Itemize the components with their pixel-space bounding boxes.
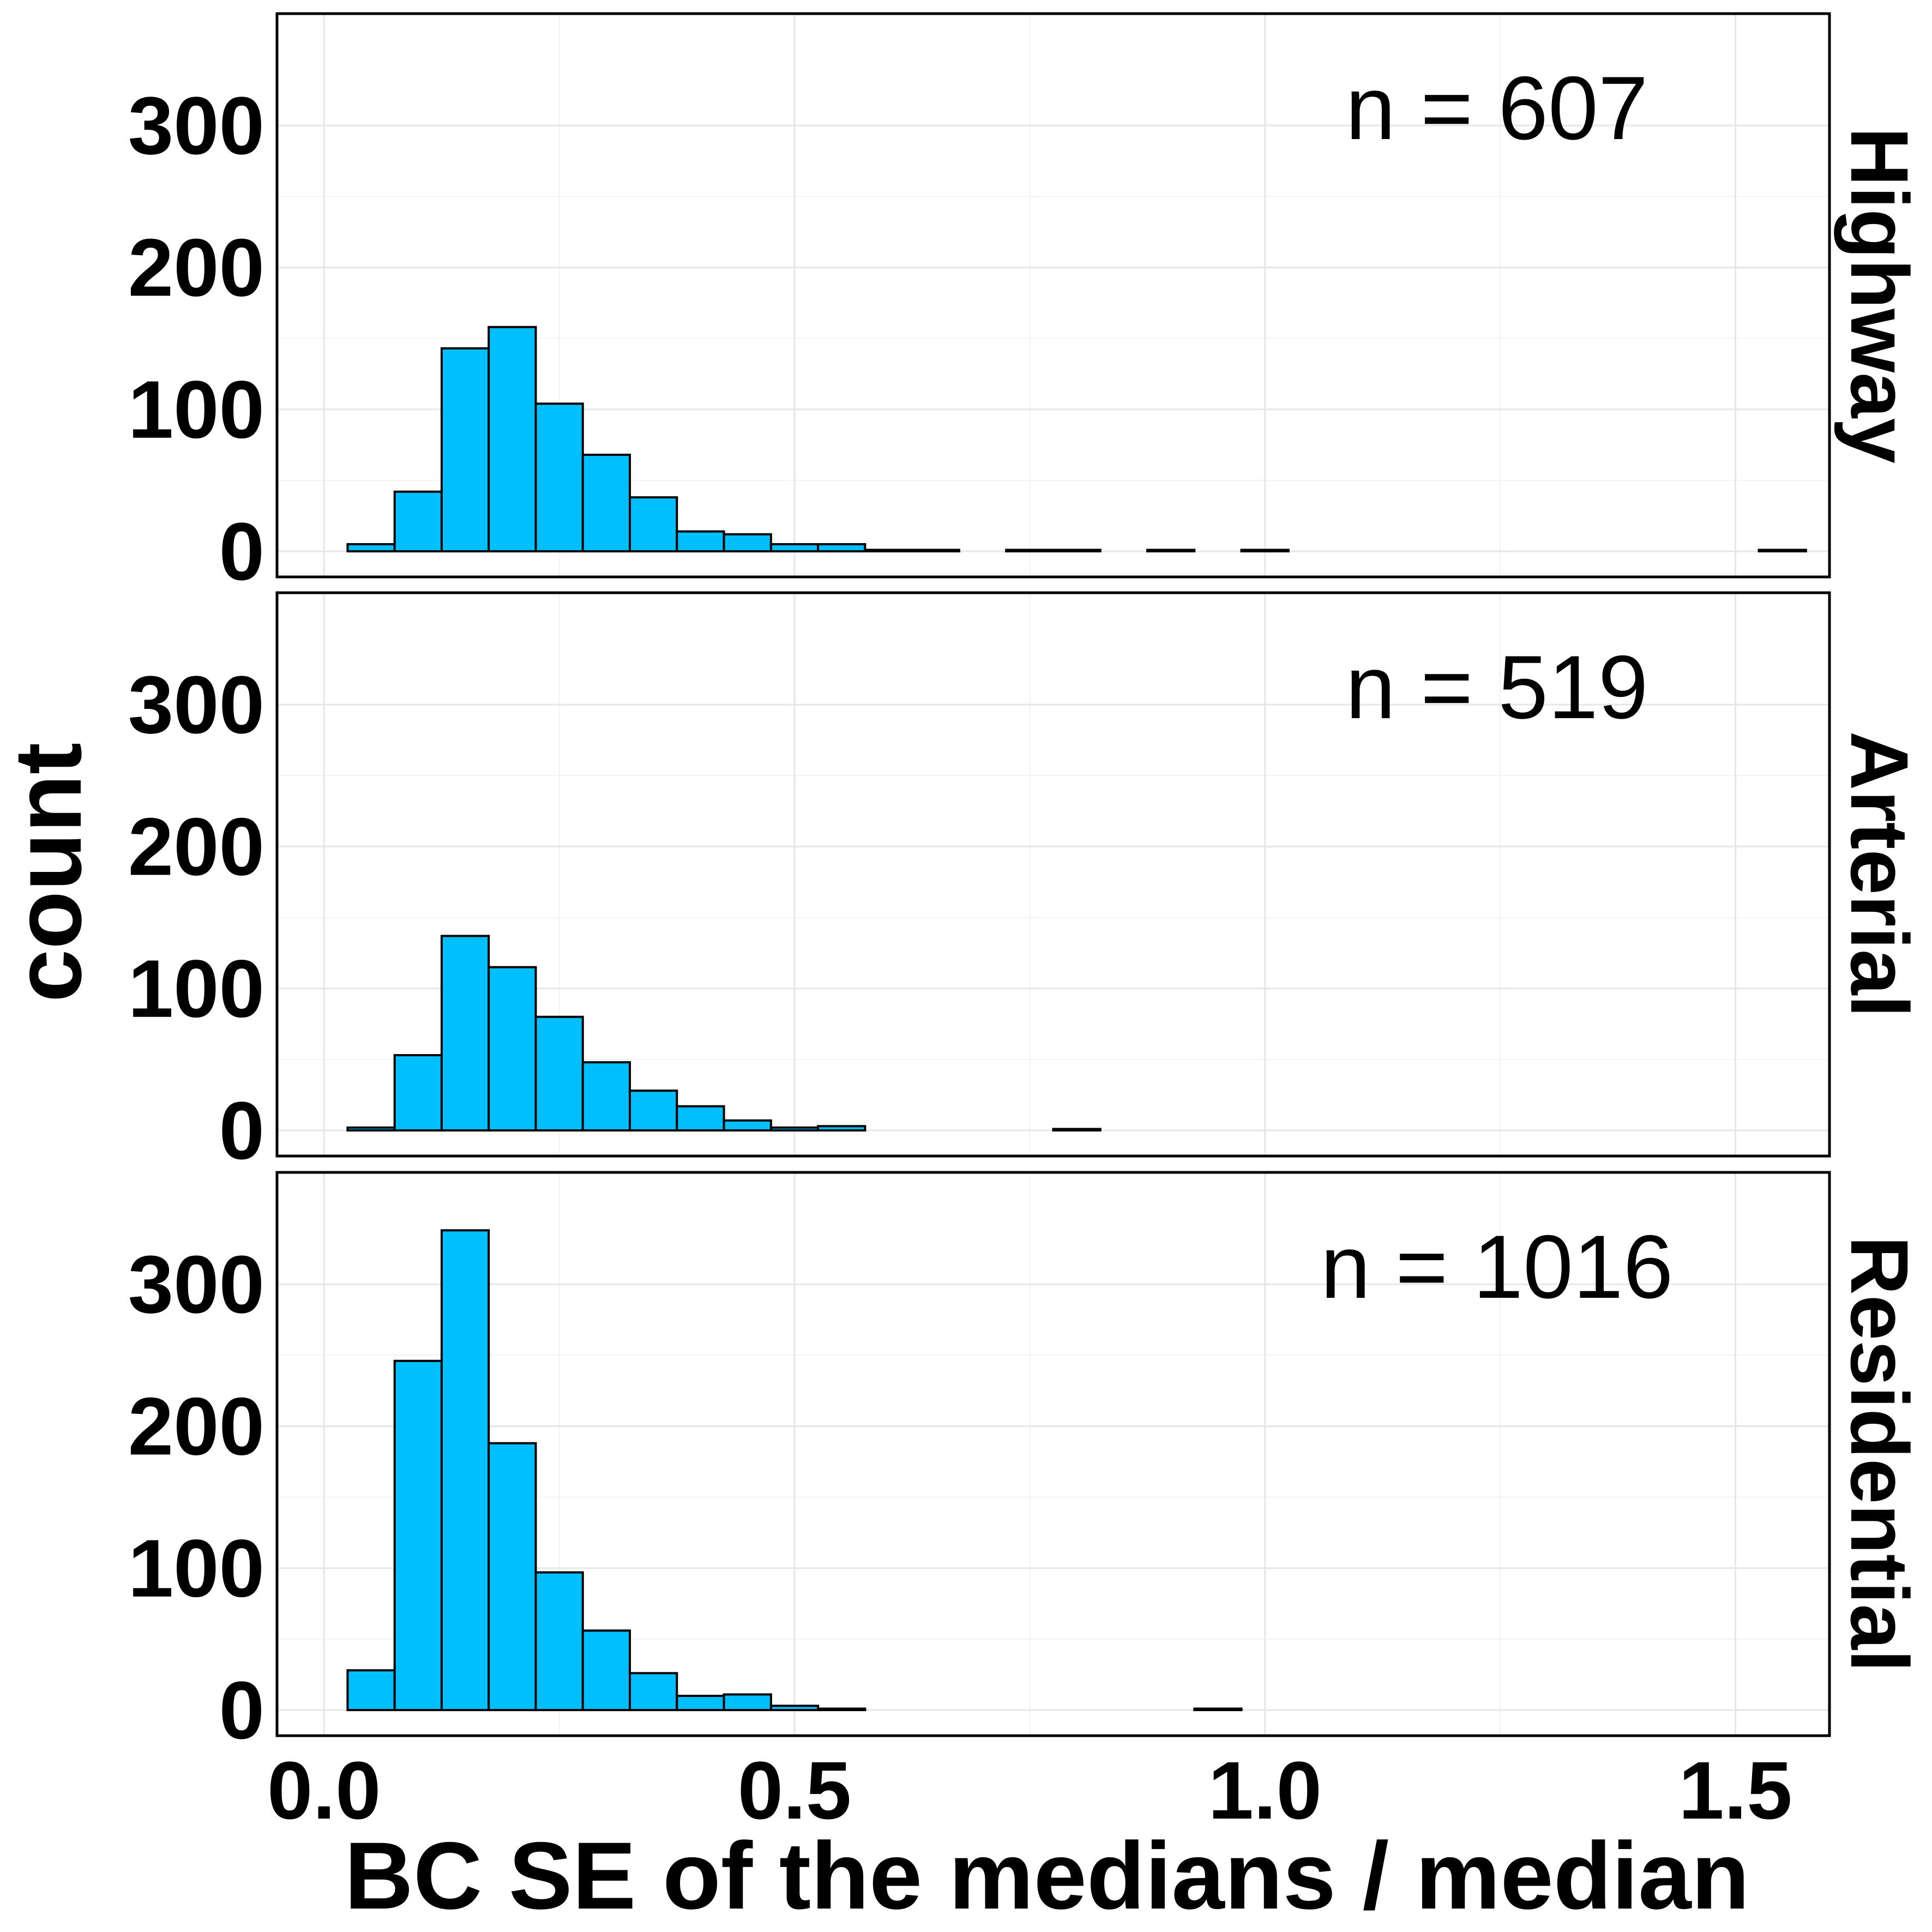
panel-border (275, 1171, 1831, 1737)
histogram-bar (723, 1119, 772, 1132)
histogram-bar (581, 1629, 631, 1711)
histogram-bar (1052, 549, 1102, 553)
histogram-bar (1052, 1128, 1102, 1132)
histogram-bar (676, 1694, 725, 1712)
histogram-bar (1193, 1707, 1243, 1712)
histogram-bar (487, 1442, 537, 1711)
y-tick-label: 0 (219, 1085, 264, 1176)
panel-arterial: 0 100 200 300 n = 519 Arterial (128, 591, 1925, 1176)
histogram-bar (534, 402, 584, 552)
histogram-bar (1005, 549, 1055, 553)
x-tick-label: 1.5 (1678, 1744, 1792, 1836)
histogram-bar (676, 530, 725, 552)
histogram-bar (534, 1571, 584, 1712)
x-tick-label: 1.0 (1208, 1744, 1322, 1836)
histogram-bar (1240, 549, 1290, 553)
histogram-bar (817, 543, 866, 553)
histogram-bar (676, 1105, 725, 1132)
histogram-bar (487, 326, 537, 553)
x-tick-label: 0.0 (267, 1744, 381, 1836)
sample-size-annotation: n = 607 (1345, 58, 1648, 158)
histogram-bar (769, 1126, 820, 1131)
histogram-bar (581, 454, 631, 553)
y-tick-label: 200 (128, 1380, 264, 1472)
y-tick-label: 100 (128, 1522, 264, 1614)
histogram-bar (817, 1707, 866, 1712)
histogram-bar (629, 496, 678, 552)
histogram-bar (393, 1359, 443, 1711)
histogram-bar (629, 1090, 678, 1131)
histogram-bar (393, 1054, 443, 1132)
y-axis-title: count (0, 743, 101, 1002)
panel-border (275, 591, 1831, 1158)
y-tick-label: 0 (219, 1664, 264, 1756)
histogram-bar (440, 1229, 490, 1712)
x-axis-title: BC SE of the medians / median (345, 1823, 1750, 1929)
y-tick-label: 300 (128, 80, 264, 171)
histogram-bar (1758, 549, 1807, 553)
histogram-bar (393, 490, 443, 552)
facet-strip-label: Arterial (1834, 731, 1925, 1018)
histogram-bar (534, 1015, 584, 1132)
x-axis: 0.0 0.5 1.0 1.5 (267, 1744, 1792, 1836)
histogram-bar (487, 966, 537, 1131)
panels-layer: 0 100 200 300 n = 607 Highway 0 100 200 300 n = 51… (128, 12, 1925, 1756)
histogram-bar (440, 347, 490, 552)
histogram-bar (346, 1126, 396, 1131)
y-tick-label: 300 (128, 1238, 264, 1330)
y-tick-label: 100 (128, 943, 264, 1034)
panel-highway: 0 100 200 300 n = 607 Highway (128, 12, 1925, 597)
panel-border (275, 12, 1831, 579)
facet-strip-label: Highway (1834, 127, 1925, 464)
histogram-bar (440, 935, 490, 1131)
x-tick-label: 0.5 (738, 1744, 852, 1836)
y-tick-label: 100 (128, 364, 264, 455)
y-tick-label: 200 (128, 221, 264, 313)
histogram-bar (581, 1061, 631, 1132)
histogram-bar (346, 543, 396, 553)
histogram-bar (723, 533, 772, 552)
histogram-bar (864, 549, 913, 553)
y-tick-label: 0 (219, 505, 264, 597)
y-tick-label: 300 (128, 659, 264, 750)
facet-strip-label: Residential (1834, 1236, 1925, 1672)
histogram-bar (1146, 549, 1196, 553)
histogram-bar (629, 1672, 678, 1711)
histogram-bar (769, 1705, 820, 1711)
histogram-bar (723, 1693, 772, 1712)
panel-residential: 0 100 200 300 n = 1016 Residential (128, 1171, 1925, 1756)
histogram-bar (911, 549, 960, 553)
sample-size-annotation: n = 1016 (1321, 1217, 1674, 1317)
histogram-bar (769, 543, 820, 553)
y-tick-label: 200 (128, 801, 264, 892)
sample-size-annotation: n = 519 (1345, 637, 1648, 737)
histogram-bar (346, 1669, 396, 1712)
histogram-bar (817, 1125, 866, 1131)
